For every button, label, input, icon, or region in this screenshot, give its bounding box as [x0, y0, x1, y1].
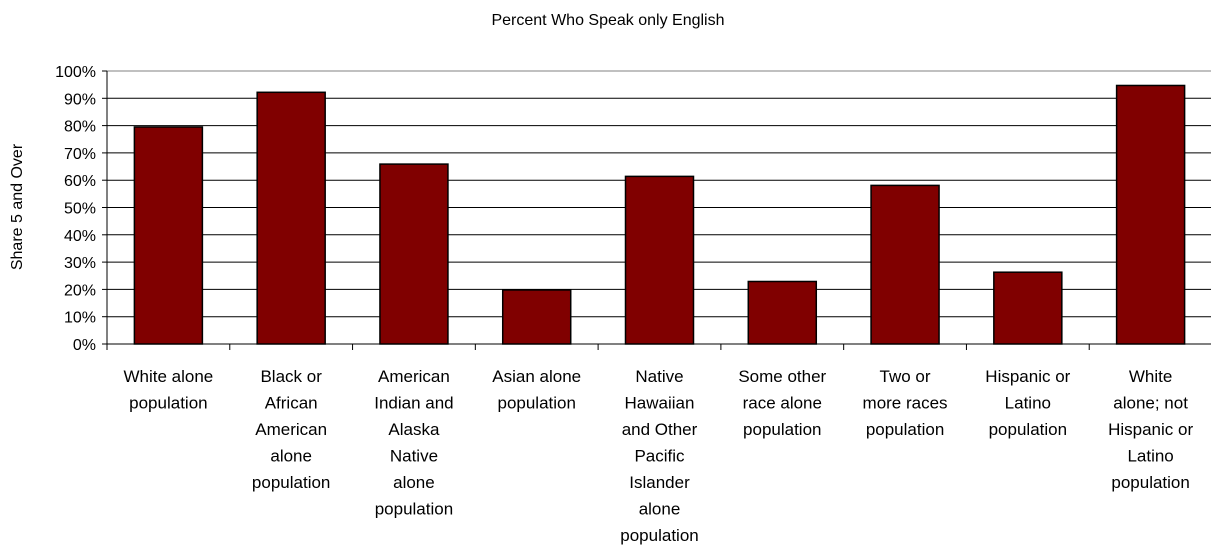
x-category-label: American Indian and Alaska Native alone popul… — [374, 367, 453, 519]
bar — [133, 126, 204, 345]
x-category-label: Black or African American alone population — [252, 367, 330, 492]
bar — [379, 163, 449, 345]
y-tick-label: 100% — [55, 64, 96, 81]
chart-title: Percent Who Speak only English — [491, 12, 724, 29]
y-tick-label: 70% — [64, 146, 96, 163]
x-category-label: Some other race alone population — [738, 367, 826, 439]
bars — [133, 84, 1186, 345]
y-tick-label: 90% — [64, 91, 96, 108]
bar — [747, 280, 818, 345]
y-tick-label: 60% — [64, 173, 96, 190]
x-category-label: Asian alone population — [492, 367, 581, 413]
y-tick-label: 20% — [64, 282, 96, 299]
bar — [256, 91, 326, 345]
x-category-label: Hispanic or Latino population — [985, 367, 1070, 439]
y-tick-label: 40% — [64, 228, 96, 245]
y-axis-label: Share 5 and Over — [9, 143, 26, 270]
x-category-label: Native Hawaiian and Other Pacific Islander al… — [620, 367, 698, 545]
bar — [993, 271, 1063, 345]
y-tick-label: 30% — [64, 255, 96, 272]
y-tick-label: 80% — [64, 119, 96, 136]
y-tick-label: 10% — [64, 310, 96, 327]
y-tick-label: 50% — [64, 201, 96, 218]
x-category-label: Two or more races population — [863, 367, 948, 439]
y-tick-label: 0% — [73, 337, 96, 354]
bar — [624, 175, 695, 345]
x-category-label: White alone population — [123, 367, 213, 413]
x-axis-category-labels: White alone population Black or African Amer… — [106, 344, 1193, 545]
y-axis-ticks: 0% 10% 20% 30% 40% 50% 60% 70% 80% 90% 100% — [55, 64, 107, 354]
x-category-label: White alone; not Hispanic or Latino populati… — [1108, 367, 1193, 492]
bar — [1115, 84, 1186, 345]
bar — [870, 184, 940, 345]
bar — [501, 289, 572, 345]
